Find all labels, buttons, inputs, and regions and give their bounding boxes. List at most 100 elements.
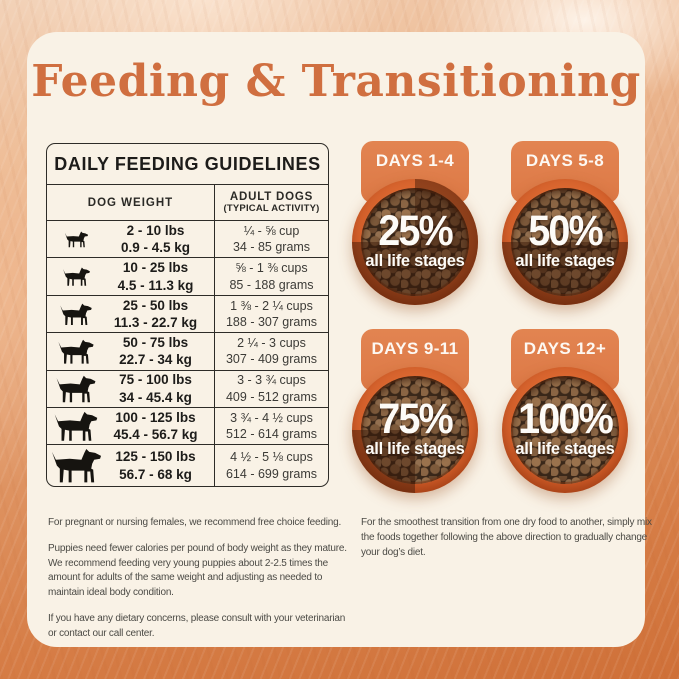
feeding-amount-cell: 1 ⅜ - 2 ¼ cups 188 - 307 grams	[214, 295, 328, 333]
feeding-amount-cell: 2 ¼ - 3 cups 307 - 409 grams	[214, 333, 328, 370]
amount-cups: ⅝ - 1 ⅜ cups	[235, 261, 308, 276]
amount-grams: 307 - 409 grams	[225, 352, 318, 367]
transition-step-4: DAYS 12+ 100% all life stages	[502, 329, 628, 495]
weight-lbs: 100 - 125 lbs	[115, 409, 196, 425]
bowl-text: 25% all life stages	[352, 179, 478, 305]
amount-cups: 3 - 3 ¾ cups	[237, 373, 306, 388]
food-bowl: 50% all life stages	[502, 179, 628, 305]
weight-kg: 0.9 - 4.5 kg	[120, 240, 191, 256]
dog-weight-cell: 75 - 100 lbs 34 - 45.4 kg	[47, 371, 214, 407]
amount-cups: 1 ⅜ - 2 ¼ cups	[230, 298, 313, 313]
food-bowl: 25% all life stages	[352, 179, 478, 305]
dog-icon	[47, 411, 105, 442]
table-row: 2 - 10 lbs 0.9 - 4.5 kg ¼ - ⅝ cup 34 - 85…	[47, 221, 328, 259]
feeding-amount-cell: ¼ - ⅝ cup 34 - 85 grams	[214, 221, 328, 258]
percent-label: 50%	[528, 206, 604, 255]
transition-shade	[502, 367, 628, 493]
weight-kg: 45.4 - 56.7 kg	[113, 427, 198, 443]
kibble-texture	[511, 376, 619, 484]
weight-lbs: 10 - 25 lbs	[122, 260, 189, 276]
transition-step-3: DAYS 9-11 75% all life stages	[352, 329, 478, 495]
bowl-text: 100% all life stages	[502, 367, 628, 493]
transition-shade	[502, 179, 628, 305]
weight-lbs: 50 - 75 lbs	[122, 335, 189, 351]
dog-icon	[47, 267, 105, 286]
weight-kg: 22.7 - 34 kg	[119, 352, 192, 368]
transition-shade	[352, 179, 478, 305]
table-title: DAILY FEEDING GUIDELINES	[47, 144, 328, 185]
kibble-texture	[361, 376, 469, 484]
amount-grams: 188 - 307 grams	[225, 314, 318, 329]
feeding-amount-cell: ⅝ - 1 ⅜ cups 85 - 188 grams	[214, 258, 328, 295]
feeding-notes: For pregnant or nursing females, we reco…	[48, 516, 350, 653]
feeding-amount-cell: 4 ½ - 5 ⅛ cups 614 - 699 grams	[214, 445, 328, 486]
col-header-adult-dogs-line1: ADULT DOGS	[229, 191, 314, 203]
table-body: 2 - 10 lbs 0.9 - 4.5 kg ¼ - ⅝ cup 34 - 85…	[47, 221, 328, 486]
weight-kg: 56.7 - 68 kg	[119, 466, 192, 482]
table-row: 50 - 75 lbs 22.7 - 34 kg 2 ¼ - 3 cups 307…	[47, 333, 328, 371]
feeding-guidelines-table: DAILY FEEDING GUIDELINES DOG WEIGHT ADUL…	[46, 143, 329, 487]
kibble-texture	[361, 188, 469, 296]
col-header-dog-weight: DOG WEIGHT	[87, 196, 174, 209]
table-row: 125 - 150 lbs 56.7 - 68 kg 4 ½ - 5 ⅛ cups…	[47, 445, 328, 486]
info-card: Feeding & Transitioning DAILY FEEDING GU…	[27, 32, 652, 647]
feeding-amount-cell: 3 - 3 ¾ cups 409 - 512 grams	[214, 370, 328, 407]
table-row: 75 - 100 lbs 34 - 45.4 kg 3 - 3 ¾ cups 40…	[47, 370, 328, 408]
weight-kg: 11.3 - 22.7 kg	[113, 314, 198, 330]
page-title: Feeding & Transitioning	[31, 56, 641, 107]
amount-cups: 2 ¼ - 3 cups	[237, 336, 306, 351]
dog-icon	[47, 303, 105, 326]
dog-icon	[47, 231, 105, 248]
percent-label: 100%	[518, 394, 614, 443]
weight-lbs: 25 - 50 lbs	[122, 297, 189, 313]
food-bowl: 100% all life stages	[502, 367, 628, 493]
dog-weight-cell: 100 - 125 lbs 45.4 - 56.7 kg	[47, 408, 214, 444]
dog-icon	[47, 448, 105, 483]
percent-label: 75%	[378, 394, 454, 443]
weight-lbs: 125 - 150 lbs	[115, 449, 196, 465]
dog-weight-cell: 10 - 25 lbs 4.5 - 11.3 kg	[47, 258, 214, 294]
table-row: 10 - 25 lbs 4.5 - 11.3 kg ⅝ - 1 ⅜ cups 85…	[47, 258, 328, 296]
life-stages-label: all life stages	[515, 252, 615, 271]
dog-weight-cell: 50 - 75 lbs 22.7 - 34 kg	[47, 333, 214, 369]
dog-weight-cell: 125 - 150 lbs 56.7 - 68 kg	[47, 445, 214, 486]
transition-step-1: DAYS 1-4 25% all life stages	[352, 141, 478, 307]
weight-kg: 34 - 45.4 kg	[119, 389, 192, 405]
table-header-row: DOG WEIGHT ADULT DOGS (TYPICAL ACTIVITY)	[47, 185, 328, 221]
col-header-adult-dogs-line2: (TYPICAL ACTIVITY)	[223, 203, 320, 214]
dog-icon	[47, 375, 105, 403]
transition-shade	[352, 367, 478, 493]
kibble-texture	[511, 188, 619, 296]
weight-kg: 4.5 - 11.3 kg	[117, 277, 194, 293]
transition-note: For the smoothest transition from one dr…	[361, 516, 661, 571]
life-stages-label: all life stages	[365, 440, 465, 459]
amount-cups: ¼ - ⅝ cup	[243, 223, 300, 238]
note-puppies: Puppies need fewer calories per pound of…	[48, 542, 347, 599]
amount-grams: 34 - 85 grams	[232, 240, 311, 255]
food-bowl: 75% all life stages	[352, 367, 478, 493]
note-dietary: If you have any dietary concerns, please…	[48, 612, 346, 639]
dog-icon	[47, 339, 105, 364]
weight-lbs: 2 - 10 lbs	[126, 222, 185, 238]
note-pregnant: For pregnant or nursing females, we reco…	[48, 517, 342, 528]
amount-cups: 4 ½ - 5 ⅛ cups	[230, 450, 313, 465]
bowl-text: 50% all life stages	[502, 179, 628, 305]
dog-weight-cell: 25 - 50 lbs 11.3 - 22.7 kg	[47, 296, 214, 332]
amount-grams: 409 - 512 grams	[225, 389, 318, 404]
weight-lbs: 75 - 100 lbs	[119, 372, 192, 388]
life-stages-label: all life stages	[365, 252, 465, 271]
amount-cups: 3 ¾ - 4 ½ cups	[230, 410, 313, 425]
amount-grams: 85 - 188 grams	[229, 277, 314, 292]
table-row: 25 - 50 lbs 11.3 - 22.7 kg 1 ⅜ - 2 ¼ cups…	[47, 295, 328, 334]
amount-grams: 614 - 699 grams	[225, 466, 318, 481]
dog-weight-cell: 2 - 10 lbs 0.9 - 4.5 kg	[47, 221, 214, 257]
note-transition: For the smoothest transition from one dr…	[361, 517, 652, 558]
col-header-adult-dogs: ADULT DOGS (TYPICAL ACTIVITY)	[214, 185, 328, 220]
life-stages-label: all life stages	[515, 440, 615, 459]
percent-label: 25%	[378, 206, 454, 255]
feeding-amount-cell: 3 ¾ - 4 ½ cups 512 - 614 grams	[214, 407, 328, 445]
amount-grams: 512 - 614 grams	[225, 427, 318, 442]
bowl-text: 75% all life stages	[352, 367, 478, 493]
transition-step-2: DAYS 5-8 50% all life stages	[502, 141, 628, 307]
